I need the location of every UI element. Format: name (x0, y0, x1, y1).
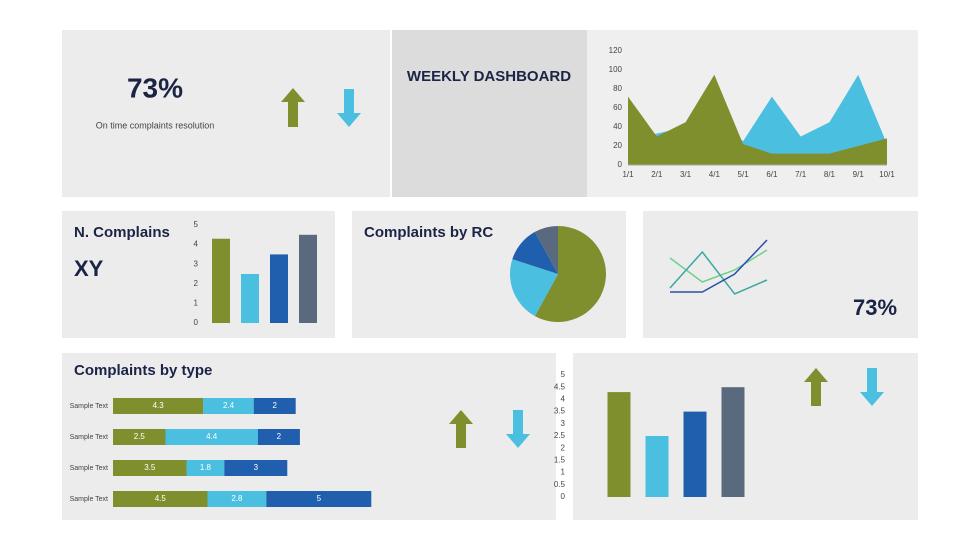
pie-slice (534, 226, 607, 323)
y-tick-label: 120 (609, 46, 623, 55)
y-tick-label: Sample Text (70, 434, 108, 441)
y-tick-label: 0.5 (554, 480, 566, 489)
x-tick-label: 5/1 (738, 170, 750, 179)
chart-title: Complaints by type (74, 362, 212, 379)
bar-segment (113, 460, 187, 476)
data-label: 2 (277, 432, 282, 441)
panel (643, 211, 918, 338)
dashboard-title: WEEKLY DASHBOARD (407, 68, 571, 85)
down-arrow (506, 410, 530, 448)
bar (212, 238, 230, 323)
bar-segment (224, 460, 288, 476)
y-tick-label: 5 (194, 220, 199, 229)
data-label: 5 (317, 494, 322, 503)
y-tick-label: 3.5 (554, 407, 566, 416)
bar-segment (165, 429, 258, 445)
y-tick-label: 1 (194, 299, 199, 308)
data-label: 4.5 (155, 494, 167, 503)
data-label: 3.5 (144, 463, 156, 472)
line (670, 239, 768, 293)
x-tick-label: 4/1 (709, 170, 721, 179)
chart-subtitle: XY (74, 256, 104, 281)
pie-slice (512, 231, 558, 274)
y-tick-label: Sample Text (70, 496, 108, 503)
y-tick-label: 0 (618, 160, 623, 169)
area (628, 74, 887, 165)
data-label: 4.4 (206, 432, 218, 441)
pie-slice (510, 259, 558, 317)
bar-segment (186, 460, 225, 476)
chart-title: Complaints by RC (364, 224, 493, 241)
y-tick-label: 2 (561, 443, 566, 452)
bar-segment (253, 398, 296, 414)
up-arrow (281, 88, 305, 127)
bar (683, 411, 707, 497)
y-tick-label: Sample Text (70, 403, 108, 410)
x-tick-label: 2/1 (651, 170, 663, 179)
bar-segment (207, 491, 267, 507)
chart-title: N. Complains (74, 224, 170, 241)
bar-segment (266, 491, 372, 507)
bar-segment (113, 429, 166, 445)
data-label: 2 (272, 401, 277, 410)
bar-segment (113, 491, 208, 507)
up-arrow (804, 368, 828, 406)
bar (645, 436, 669, 497)
panel (62, 211, 335, 338)
arrows (281, 88, 884, 448)
y-tick-label: 20 (613, 141, 622, 150)
bar (299, 234, 317, 323)
y-tick-label: 4 (194, 240, 199, 249)
y-tick-label: 5 (561, 370, 566, 379)
data-label: 3 (254, 463, 259, 472)
bar-segment (203, 398, 254, 414)
bar (241, 274, 259, 323)
y-tick-label: 1 (561, 468, 566, 477)
up-arrow (449, 410, 473, 448)
x-tick-label: 9/1 (853, 170, 865, 179)
pie-slice (534, 226, 558, 274)
y-tick-label: 0 (194, 318, 199, 327)
data-label: 2.5 (134, 432, 146, 441)
down-arrow (337, 89, 361, 127)
kpi-value: 73% (127, 72, 183, 103)
kpi-value: 73% (853, 295, 897, 320)
x-tick-label: 8/1 (824, 170, 836, 179)
x-tick-label: 1/1 (622, 170, 634, 179)
bar-segment (257, 429, 300, 445)
x-tick-label: 6/1 (766, 170, 778, 179)
y-tick-label: 4.5 (554, 382, 566, 391)
x-tick-label: 3/1 (680, 170, 692, 179)
data-label: 2.8 (231, 494, 243, 503)
line (669, 250, 768, 295)
y-tick-label: 1.5 (554, 456, 566, 465)
y-tick-label: 60 (613, 103, 622, 112)
y-tick-label: 2 (194, 279, 199, 288)
x-tick-label: 10/1 (879, 170, 895, 179)
panel (392, 30, 587, 197)
data-label: 4.3 (153, 401, 165, 410)
y-tick-label: 40 (613, 122, 622, 131)
y-tick-label: 2.5 (554, 431, 566, 440)
panel (62, 30, 390, 197)
x-tick-label: 7/1 (795, 170, 807, 179)
y-tick-label: 4 (561, 395, 566, 404)
y-tick-label: 0 (561, 492, 566, 501)
y-tick-label: Sample Text (70, 465, 108, 472)
y-tick-label: 100 (609, 65, 623, 74)
down-arrow (860, 368, 884, 406)
y-tick-label: 3 (194, 259, 199, 268)
y-tick-label: 3 (561, 419, 566, 428)
bar (607, 392, 631, 497)
y-tick-label: 80 (613, 84, 622, 93)
bar (721, 387, 745, 497)
kpi-label: On time complaints resolution (96, 120, 215, 130)
data-label: 2.4 (223, 401, 235, 410)
data-label: 1.8 (200, 463, 212, 472)
bar (270, 254, 288, 323)
bar-segment (113, 398, 204, 414)
